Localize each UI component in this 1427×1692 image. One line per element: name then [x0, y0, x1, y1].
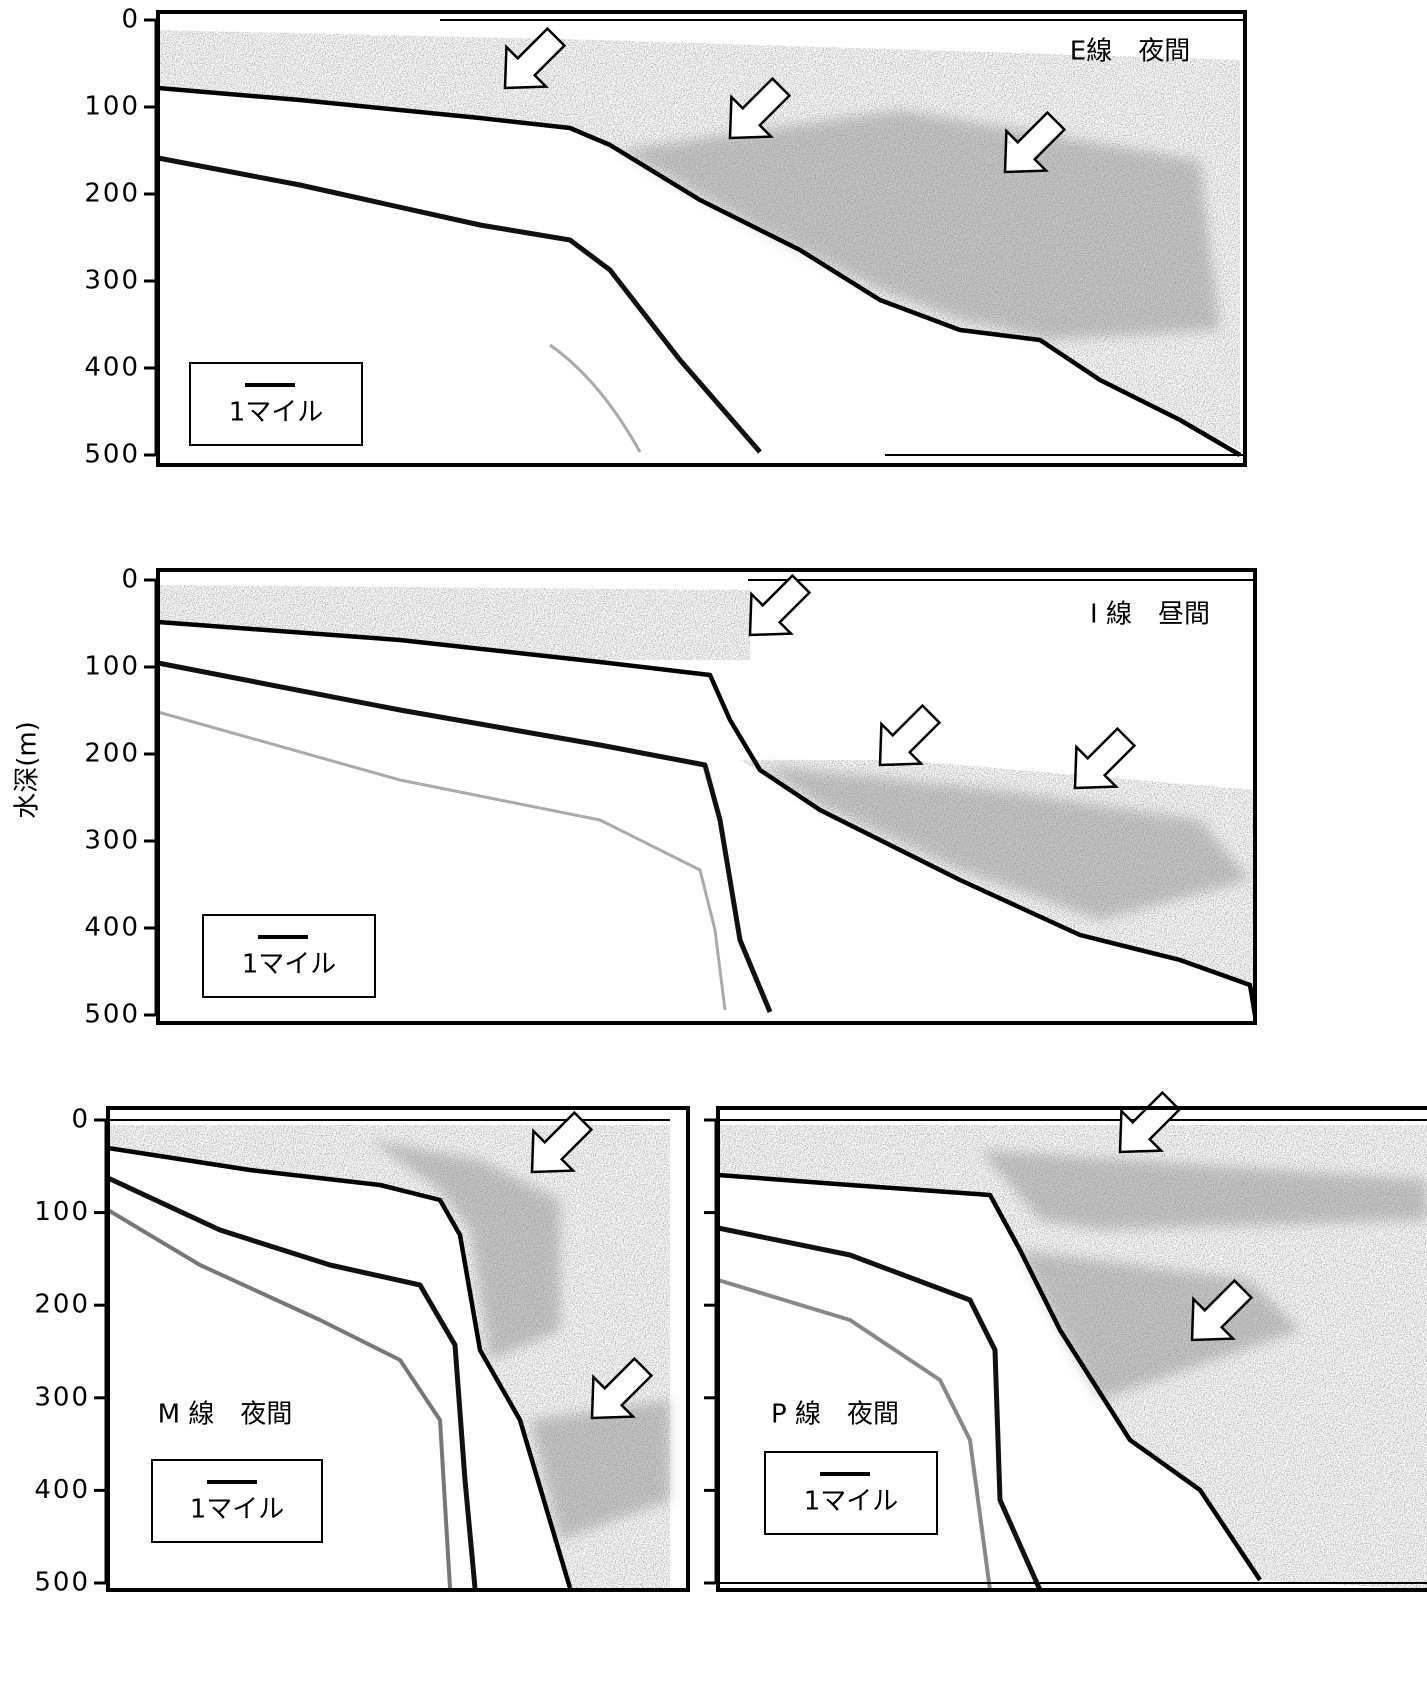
echogram-panel: 0 100 200 300 400 500 E線 夜間 1マイル — [84, 5, 1247, 470]
y-tick-label: 300 — [84, 266, 140, 296]
scale-box — [202, 914, 376, 998]
echo-layer — [530, 1400, 670, 1540]
echo-layer — [370, 1140, 560, 1360]
y-tick-label: 200 — [84, 179, 140, 209]
seabed-echo — [157, 619, 1258, 1016]
seabed-echo — [549, 343, 642, 453]
scale-box — [151, 1459, 323, 1543]
y-tick-label: 300 — [84, 826, 140, 856]
seabed-echo — [717, 1172, 1262, 1582]
echo-scatter — [718, 1125, 1427, 1590]
y-tick-label: 500 — [84, 1000, 140, 1030]
y-tick-label: 400 — [34, 1475, 90, 1505]
seabed-echo — [106, 1208, 452, 1589]
panel-frame — [716, 1106, 1427, 1592]
seabed-echo — [717, 1225, 1043, 1592]
echogram-panel: 0 100 200 300 400 500 M 線 夜間 1マイル — [34, 1100, 690, 1598]
echogram-panel: P 線 夜間 1マイル — [704, 1080, 1427, 1592]
y-tick-label: 0 — [121, 5, 140, 35]
panel-frame — [106, 1106, 690, 1592]
scale-label: 1マイル — [242, 950, 337, 980]
seabed-echo — [106, 1175, 478, 1589]
seabed-echo — [157, 85, 1242, 457]
echo-layer — [620, 110, 1220, 340]
scale-label: 1マイル — [190, 1495, 285, 1525]
y-tick-label: 500 — [84, 440, 140, 470]
y-tick-label: 500 — [34, 1568, 90, 1598]
panel-frame — [156, 568, 1257, 1025]
y-tick-label: 100 — [34, 1197, 90, 1227]
y-tick-label: 400 — [84, 353, 140, 383]
scale-label: 1マイル — [229, 398, 324, 428]
panel-label: E線 夜間 — [1070, 37, 1190, 67]
panel-frame — [156, 10, 1247, 467]
y-tick-label: 0 — [121, 565, 140, 595]
echo-layer — [760, 765, 1250, 920]
panel-label: I 線 昼間 — [1090, 600, 1210, 630]
seabed-echo — [157, 710, 727, 1011]
seabed-echo — [157, 660, 773, 1013]
scale-box — [189, 362, 363, 446]
y-axis-label: 水深(m) — [13, 721, 43, 819]
seabed-echo — [107, 1145, 573, 1589]
scale-box — [764, 1451, 938, 1535]
seabed-echo — [157, 155, 762, 454]
y-tick-label: 100 — [84, 652, 140, 682]
panel-label: P 線 夜間 — [771, 1400, 899, 1430]
y-tick-label: 100 — [84, 92, 140, 122]
seabed-echo — [717, 1278, 992, 1591]
panel-label: M 線 夜間 — [158, 1400, 293, 1430]
y-tick-label: 400 — [84, 913, 140, 943]
y-tick-label: 200 — [84, 739, 140, 769]
y-tick-label: 200 — [34, 1290, 90, 1320]
y-tick-label: 300 — [34, 1382, 90, 1412]
scale-label: 1マイル — [804, 1487, 899, 1517]
y-tick-label: 0 — [71, 1105, 90, 1135]
echo-scatter — [158, 585, 750, 660]
echogram-panel: 0 100 200 300 400 500 I 線 昼間 1マイル — [84, 563, 1258, 1030]
echo-layer — [980, 1150, 1427, 1230]
